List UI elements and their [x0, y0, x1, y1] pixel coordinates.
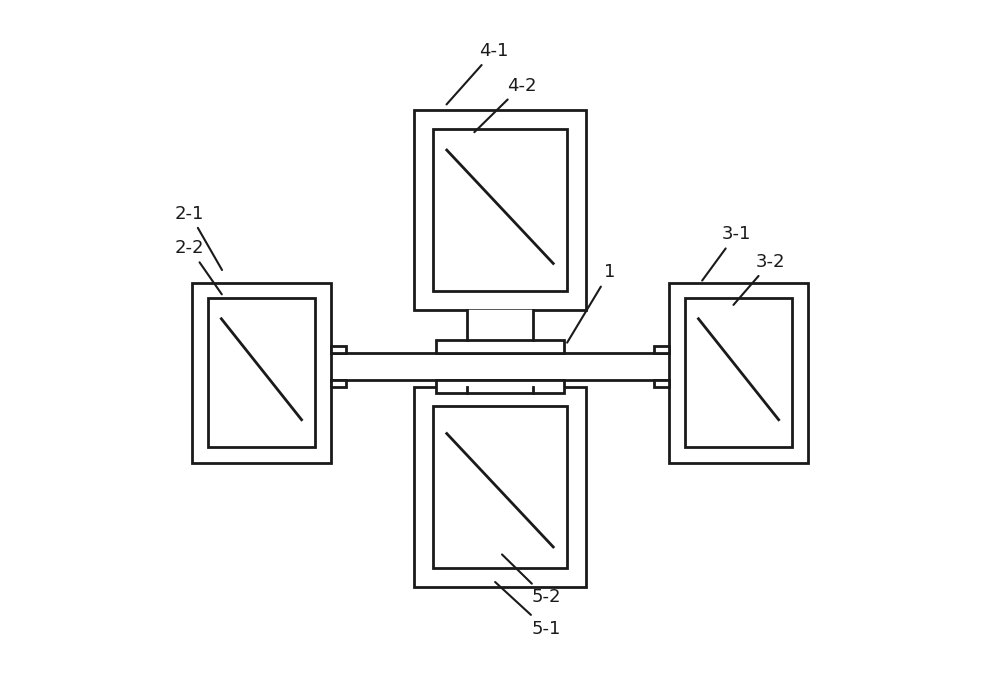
Bar [331, 380, 346, 387]
Bar [208, 298, 315, 447]
Text: 2-2: 2-2 [175, 239, 222, 294]
Bar [436, 380, 564, 393]
Bar [436, 339, 564, 353]
Bar [654, 380, 669, 387]
Text: 5-1: 5-1 [495, 582, 560, 638]
Bar [654, 346, 669, 353]
Bar [685, 298, 792, 447]
Bar [433, 406, 567, 567]
Text: 1: 1 [567, 263, 615, 343]
Bar [414, 387, 586, 587]
Text: 2-1: 2-1 [175, 205, 222, 270]
Bar [331, 346, 346, 353]
Bar [669, 283, 808, 463]
Text: 5-2: 5-2 [502, 554, 561, 606]
Text: 3-2: 3-2 [733, 253, 785, 305]
Text: 4-1: 4-1 [447, 43, 509, 105]
Bar [433, 130, 567, 291]
Text: 3-1: 3-1 [702, 225, 751, 281]
Text: 4-2: 4-2 [474, 77, 536, 132]
Bar [192, 283, 331, 463]
Bar [414, 110, 586, 310]
